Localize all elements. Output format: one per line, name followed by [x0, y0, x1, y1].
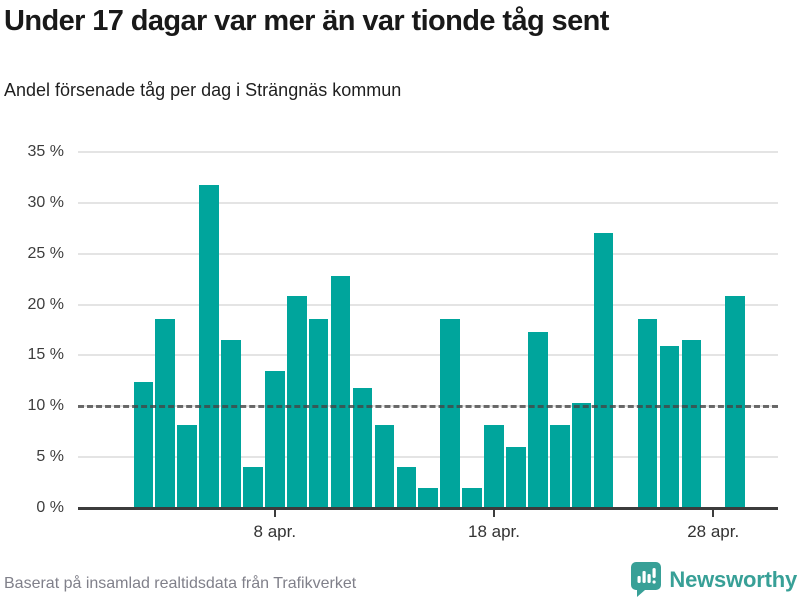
x-axis-line — [78, 507, 778, 510]
chart-title: Under 17 dagar var mer än var tionde tåg… — [4, 5, 609, 37]
bar-13apr — [374, 424, 395, 508]
gridline-5 — [78, 456, 778, 459]
bar-9apr — [286, 296, 307, 508]
bar-2apr — [133, 381, 154, 508]
bar-3apr — [155, 318, 175, 508]
x-tick-label: 28 apr. — [687, 522, 740, 541]
bar-16apr — [440, 318, 460, 508]
bar-7apr — [243, 467, 263, 508]
gridline-15 — [78, 354, 778, 357]
bar-10apr — [308, 318, 329, 508]
source-note: Baserat på insamlad realtidsdata från Tr… — [4, 575, 357, 592]
bar-29apr — [725, 296, 745, 508]
y-tick-label: 10 % — [27, 397, 64, 415]
newsworthy-bars-icon — [631, 562, 662, 597]
bar-4apr — [177, 424, 197, 508]
y-tick-label: 20 % — [27, 295, 64, 313]
y-tick-label: 30 % — [27, 193, 64, 211]
bar-15apr — [418, 487, 439, 508]
bar-12apr — [352, 387, 373, 508]
bar-18apr — [484, 424, 504, 508]
bar-14apr — [396, 467, 417, 508]
brand-name: Newsworthy — [669, 566, 797, 592]
reference-line-10-percent — [78, 404, 778, 408]
bar-22apr — [571, 403, 592, 508]
bar-19apr — [506, 446, 526, 508]
bar-27apr — [681, 340, 702, 508]
y-tick-label: 0 % — [36, 499, 64, 516]
gridline-30 — [78, 201, 778, 204]
chart-subtitle: Andel försenade tåg per dag i Strängnäs … — [4, 80, 402, 100]
bar-20apr — [528, 332, 548, 508]
x-tick-8apr — [273, 510, 276, 517]
bar-21apr — [549, 424, 570, 508]
x-tick-label: 8 apr. — [253, 522, 297, 541]
bar-11apr — [330, 276, 351, 508]
y-tick-label: 15 % — [27, 346, 64, 364]
x-tick-label: 18 apr. — [468, 522, 521, 541]
bar-8apr — [265, 370, 285, 508]
bar-5apr — [199, 184, 219, 508]
y-tick-label: 25 % — [27, 244, 64, 262]
y-tick-label: 5 % — [36, 448, 64, 466]
gridline-20 — [78, 303, 778, 306]
gridline-35 — [78, 151, 778, 153]
x-tick-18apr — [493, 510, 496, 517]
bar-6apr — [221, 340, 241, 508]
bar-23apr — [593, 233, 614, 508]
bar-26apr — [659, 346, 680, 508]
y-tick-label: 35 % — [27, 143, 64, 160]
x-tick-28apr — [712, 510, 715, 517]
bar-25apr — [637, 318, 658, 508]
newsworthy-logo: Newsworthy — [631, 562, 797, 597]
bar-17apr — [462, 487, 482, 508]
gridline-25 — [78, 252, 778, 255]
